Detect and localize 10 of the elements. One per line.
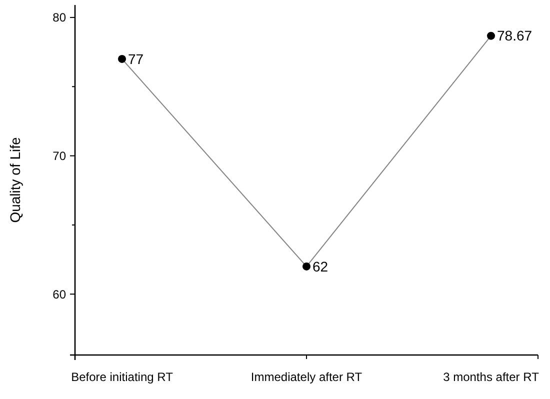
data-label: 77 (128, 50, 144, 67)
y-tick-label: 70 (52, 148, 66, 163)
data-label: 62 (312, 258, 328, 274)
data-label: 78.67 (497, 28, 532, 44)
x-tick-label: Immediately after RT (250, 370, 363, 384)
x-tick-label: Before initiating RT (71, 370, 174, 384)
y-axis-title: Quality of Life (7, 136, 23, 223)
x-tick-label: 3 months after RT (443, 370, 540, 384)
y-tick-label: 80 (52, 10, 66, 25)
y-tick-label: 60 (52, 287, 66, 302)
